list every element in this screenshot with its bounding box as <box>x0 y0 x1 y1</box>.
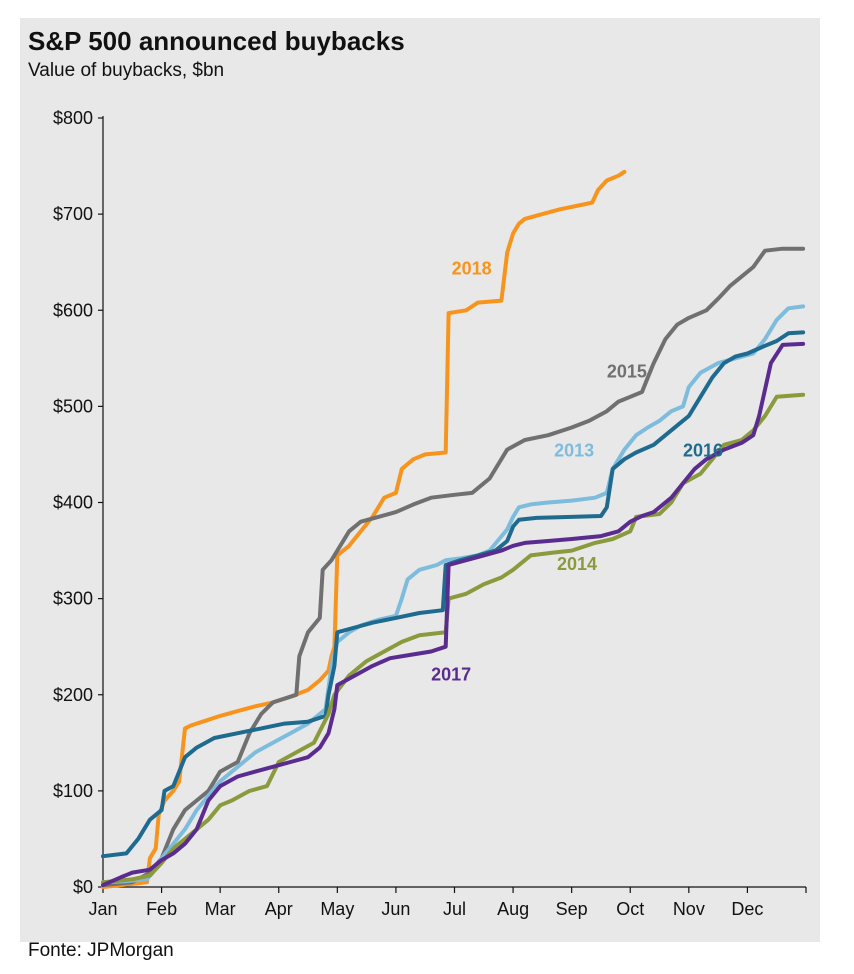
series-line-2018 <box>101 169 627 889</box>
series-label-2016: 2016 <box>683 440 723 460</box>
series-label-2018: 2018 <box>452 259 492 279</box>
series-line-2013 <box>101 304 806 885</box>
series-label-2013: 2013 <box>554 440 594 460</box>
y-tick-label: $400 <box>53 493 93 513</box>
series-label-2017: 2017 <box>431 664 471 684</box>
y-tick-label: $200 <box>53 685 93 705</box>
series-label-2014: 2014 <box>557 554 597 574</box>
axes: $0 $100 $200 $300 $400 $500 $600 $700 $800 Jan Feb… <box>53 108 807 919</box>
series-line-2017 <box>101 341 806 888</box>
x-tick-label: Apr <box>265 899 293 919</box>
series-lines <box>101 169 806 889</box>
y-tick-label: $300 <box>53 589 93 609</box>
x-tick-label: Jul <box>443 899 466 919</box>
x-tick-label: Oct <box>616 899 644 919</box>
x-tick-label: May <box>320 899 354 919</box>
y-tick-label: $700 <box>53 204 93 224</box>
y-tick-label: $800 <box>53 108 93 128</box>
y-tick-label: $0 <box>73 877 93 897</box>
y-tick-label: $600 <box>53 300 93 320</box>
chart-title: S&P 500 announced buybacks <box>28 26 405 56</box>
x-tick-label: Dec <box>731 899 763 919</box>
x-tick-label: Aug <box>497 899 529 919</box>
series-line-2016 <box>101 330 806 859</box>
x-tick-label: Jun <box>381 899 410 919</box>
x-tick-label: Nov <box>673 899 705 919</box>
series-label-2015: 2015 <box>607 362 647 382</box>
source-note: Fonte: JPMorgan <box>28 940 174 961</box>
x-tick-label: Jan <box>88 899 117 919</box>
y-tick-label: $100 <box>53 781 93 801</box>
series-line-2015 <box>101 246 806 888</box>
chart-subtitle: Value of buybacks, $bn <box>28 60 225 81</box>
x-tick-label: Sep <box>556 899 588 919</box>
x-tick-label: Feb <box>146 899 177 919</box>
y-tick-label: $500 <box>53 396 93 416</box>
x-tick-label: Mar <box>205 899 236 919</box>
series-labels: 2018 2015 2013 2016 2014 2017 <box>431 259 723 685</box>
